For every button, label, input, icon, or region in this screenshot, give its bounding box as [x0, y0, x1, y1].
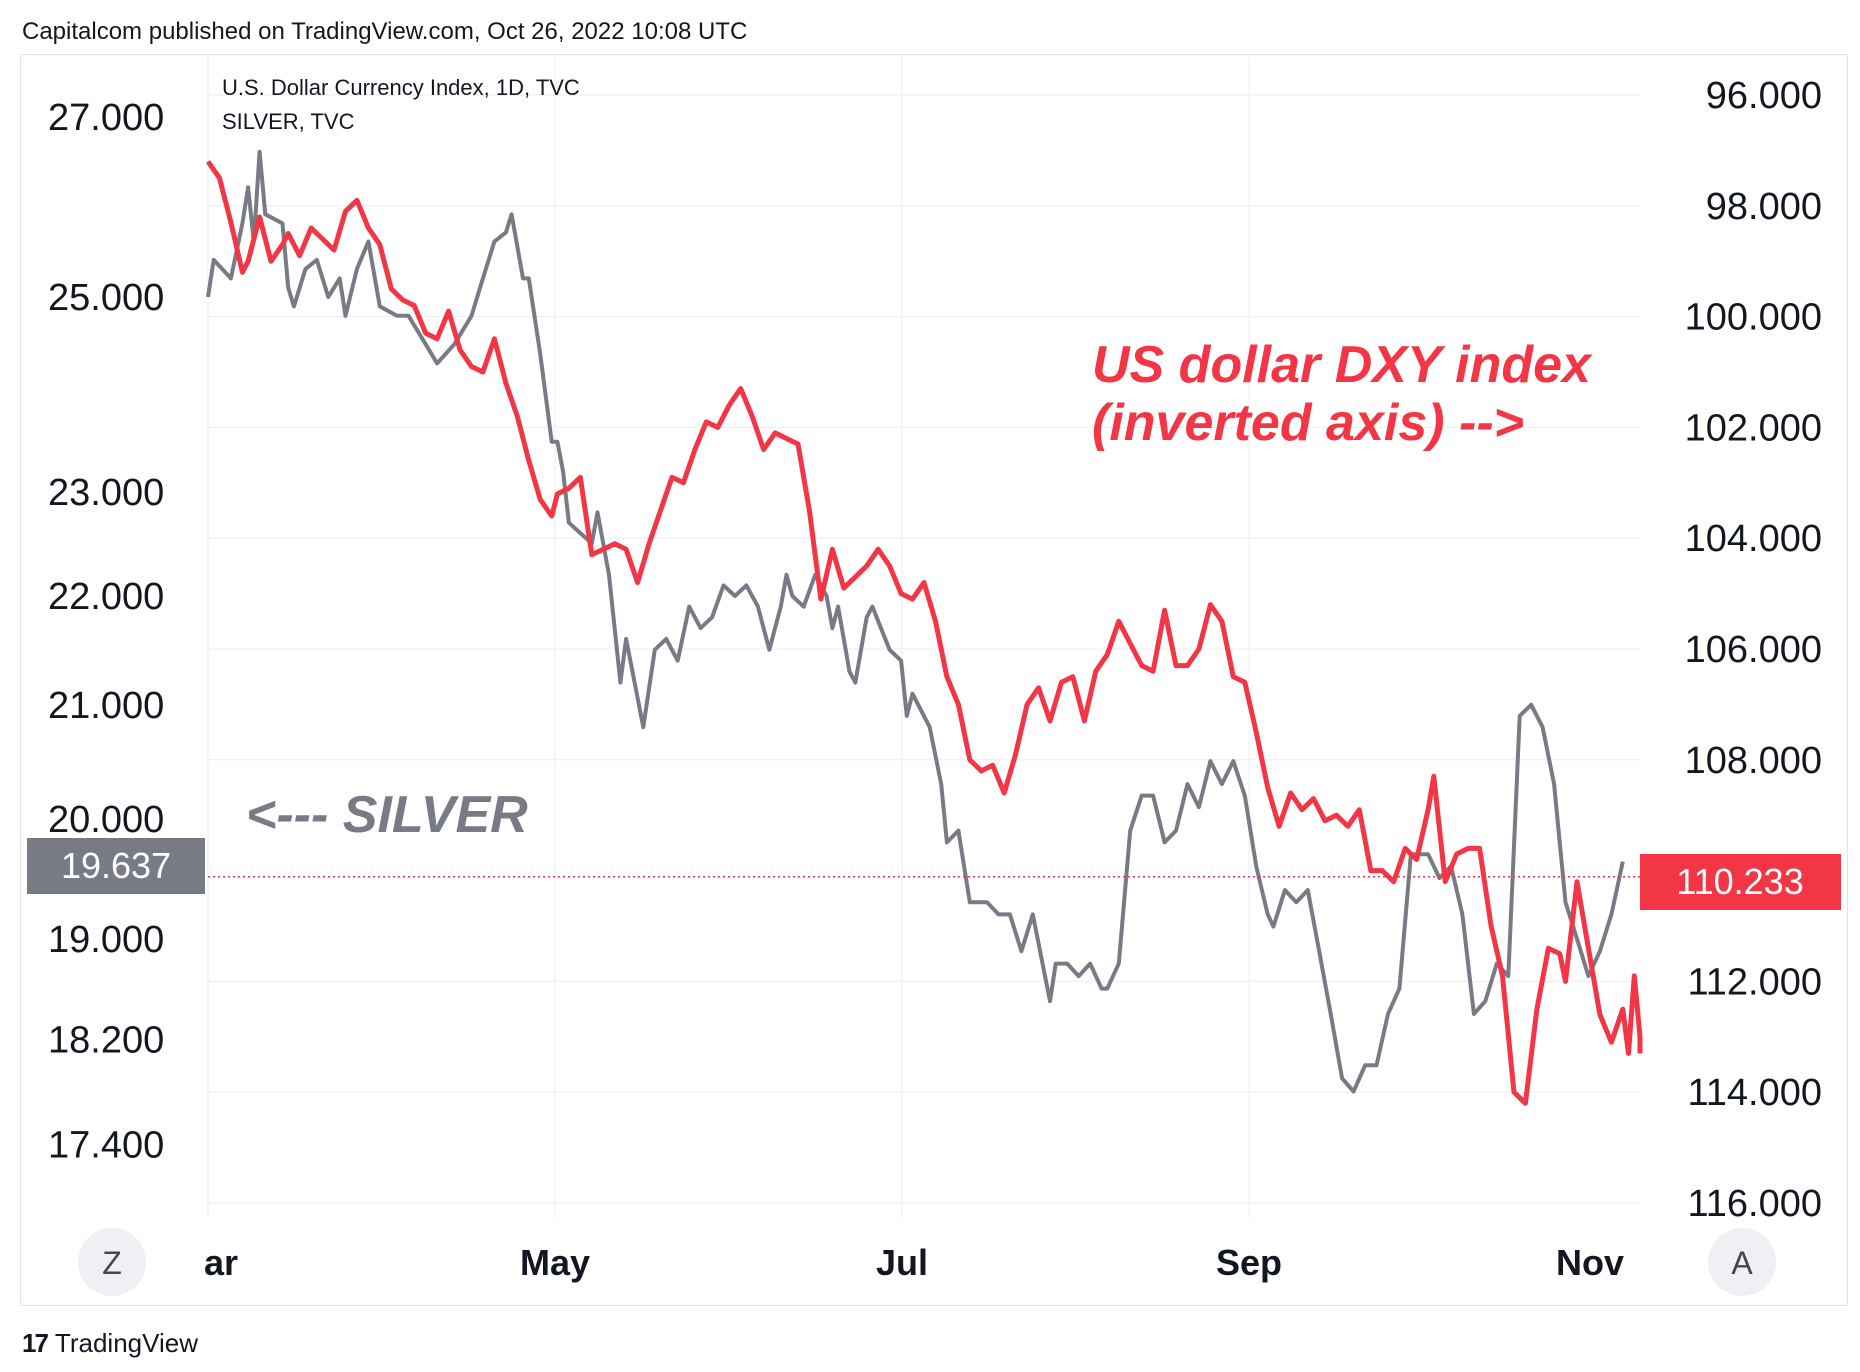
series-line-silver [206, 149, 1625, 1094]
x-axis: ar May Jul Sep Nov [204, 1242, 1624, 1283]
left-tick-label: 18.200 [48, 1019, 164, 1061]
silver-price-label-bg [27, 838, 205, 894]
chart-frame [20, 54, 1848, 1306]
legend-dxy: U.S. Dollar Currency Index, 1D, TVC [222, 75, 580, 100]
right-tick-label: 112.000 [1687, 961, 1822, 1003]
tradingview-logo-text: TradingView [54, 1328, 198, 1358]
x-tick-label: Jul [876, 1242, 928, 1283]
right-tick-label: 108.000 [1685, 740, 1822, 782]
right-tick-label: 114.000 [1687, 1072, 1822, 1114]
left-tick-label: 25.000 [48, 277, 164, 319]
gridlines [207, 56, 1640, 1218]
legend-silver: SILVER, TVC [222, 109, 355, 134]
auto-scale-label: A [1731, 1245, 1753, 1281]
dxy-price-label-bg [1640, 854, 1841, 910]
right-tick-label: 104.000 [1685, 518, 1822, 560]
left-tick-label: 22.000 [48, 576, 164, 618]
tradingview-logo-icon: 17 [22, 1328, 49, 1358]
left-tick-label: 21.000 [48, 685, 164, 727]
dxy-annotation-line1: US dollar DXY index [1092, 336, 1593, 394]
left-tick-label: 20.000 [48, 799, 164, 841]
zoom-left-label: Z [102, 1245, 122, 1281]
right-tick-label: 98.000 [1706, 186, 1822, 228]
dxy-annotation-line2: (inverted axis) --> [1092, 394, 1524, 452]
left-tick-label: 23.000 [48, 472, 164, 514]
right-tick-label: 96.000 [1706, 75, 1822, 117]
published-caption: Capitalcom published on TradingView.com,… [22, 18, 748, 45]
silver-annotation: <--- SILVER [246, 786, 528, 844]
right-axis: 96.000 98.000 100.000 102.000 104.000 106.000… [1685, 75, 1822, 1225]
tradingview-logo[interactable]: 17 TradingView [22, 1328, 198, 1359]
left-axis: 27.000 25.000 23.000 22.000 21.000 20.000 19.0… [48, 97, 164, 1167]
right-tick-label: 100.000 [1685, 297, 1822, 339]
x-tick-label: ar [204, 1242, 238, 1283]
left-tick-label: 27.000 [48, 97, 164, 139]
right-tick-label: 116.000 [1687, 1183, 1822, 1225]
zoom-left-button[interactable]: Z [78, 1228, 146, 1296]
auto-scale-button[interactable]: A [1708, 1228, 1776, 1296]
right-tick-label: 106.000 [1685, 629, 1822, 671]
left-tick-label: 19.000 [48, 919, 164, 961]
x-tick-label: Nov [1556, 1242, 1624, 1283]
series-lines [205, 149, 1643, 1106]
left-tick-label: 17.400 [48, 1125, 164, 1167]
silver-price-label: 19.637 [61, 845, 171, 886]
x-tick-label: Sep [1216, 1242, 1282, 1283]
right-tick-label: 102.000 [1685, 407, 1822, 449]
series-line-dxy [205, 160, 1643, 1106]
x-tick-label: May [520, 1242, 590, 1283]
dxy-price-label: 110.233 [1676, 861, 1803, 902]
price-labels: 19.637 110.233 [27, 838, 1841, 910]
